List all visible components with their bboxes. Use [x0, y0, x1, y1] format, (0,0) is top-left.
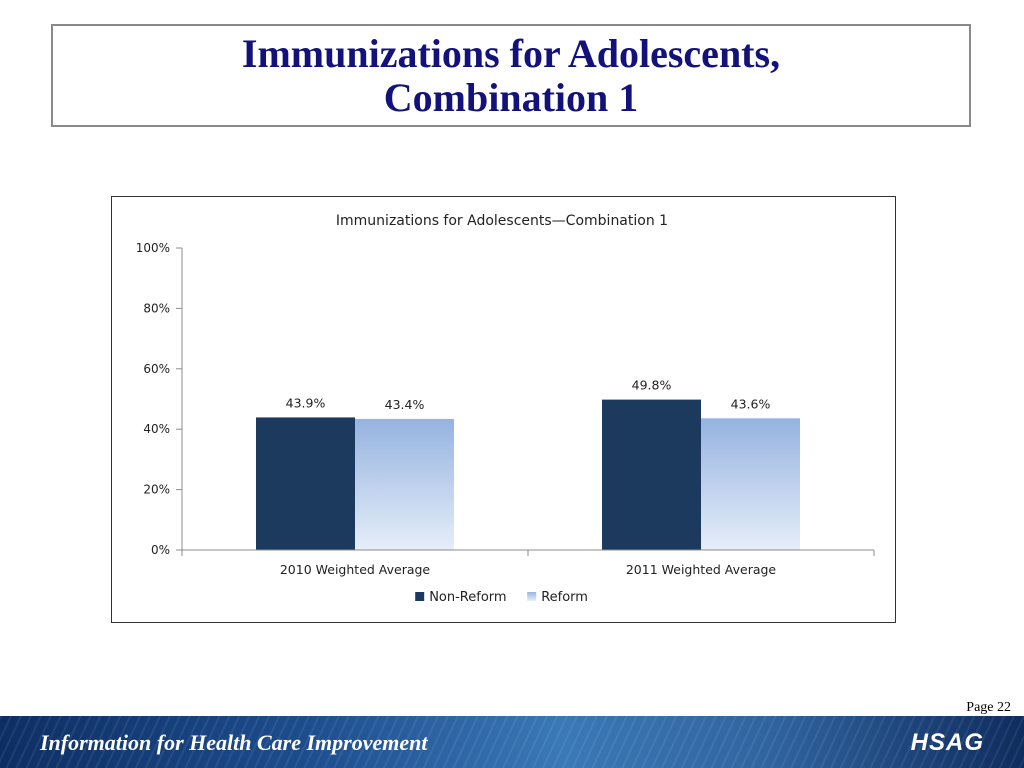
- legend-label: Reform: [541, 590, 588, 605]
- y-tick-label: 100%: [136, 241, 170, 255]
- bar-reform: [701, 418, 800, 550]
- x-tick-label: 2010 Weighted Average: [280, 562, 431, 577]
- footer-texture: [0, 716, 1024, 768]
- data-label: 43.9%: [286, 395, 326, 410]
- x-tick-label: 2011 Weighted Average: [626, 562, 777, 577]
- y-tick-label: 20%: [143, 483, 170, 497]
- slide-title-line-1: Immunizations for Adolescents,: [241, 30, 781, 76]
- footer-banner: Information for Health Care Improvement …: [0, 716, 1024, 768]
- bar-reform: [355, 418, 454, 550]
- legend-swatch-reform: [527, 592, 537, 601]
- y-tick-label: 0%: [151, 543, 170, 557]
- y-tick-label: 60%: [143, 362, 170, 376]
- page-number: Page 22: [966, 700, 1011, 715]
- legend-label: Non-Reform: [429, 590, 506, 605]
- slide-title-line-2: Combination 1: [383, 74, 639, 120]
- chart-title: Immunizations for Adolescents—Combinatio…: [336, 213, 668, 229]
- footer-slogan: Information for Health Care Improvement: [40, 730, 428, 755]
- bar-chart: Immunizations for Adolescents—Combinatio…: [136, 213, 875, 605]
- bar-non-reform: [256, 417, 355, 550]
- data-label: 43.6%: [731, 396, 771, 411]
- y-tick-label: 80%: [143, 301, 170, 315]
- chart-frame: Immunizations for Adolescents—Combinatio…: [111, 196, 896, 623]
- slide-title-box: Immunizations for Adolescents, Combinati…: [51, 24, 971, 127]
- bar-non-reform: [602, 399, 701, 550]
- data-label: 43.4%: [385, 397, 425, 412]
- data-label: 49.8%: [632, 378, 672, 393]
- y-tick-label: 40%: [143, 422, 170, 436]
- hsag-logo: HSAG: [910, 729, 984, 756]
- legend-swatch-non-reform: [415, 592, 425, 601]
